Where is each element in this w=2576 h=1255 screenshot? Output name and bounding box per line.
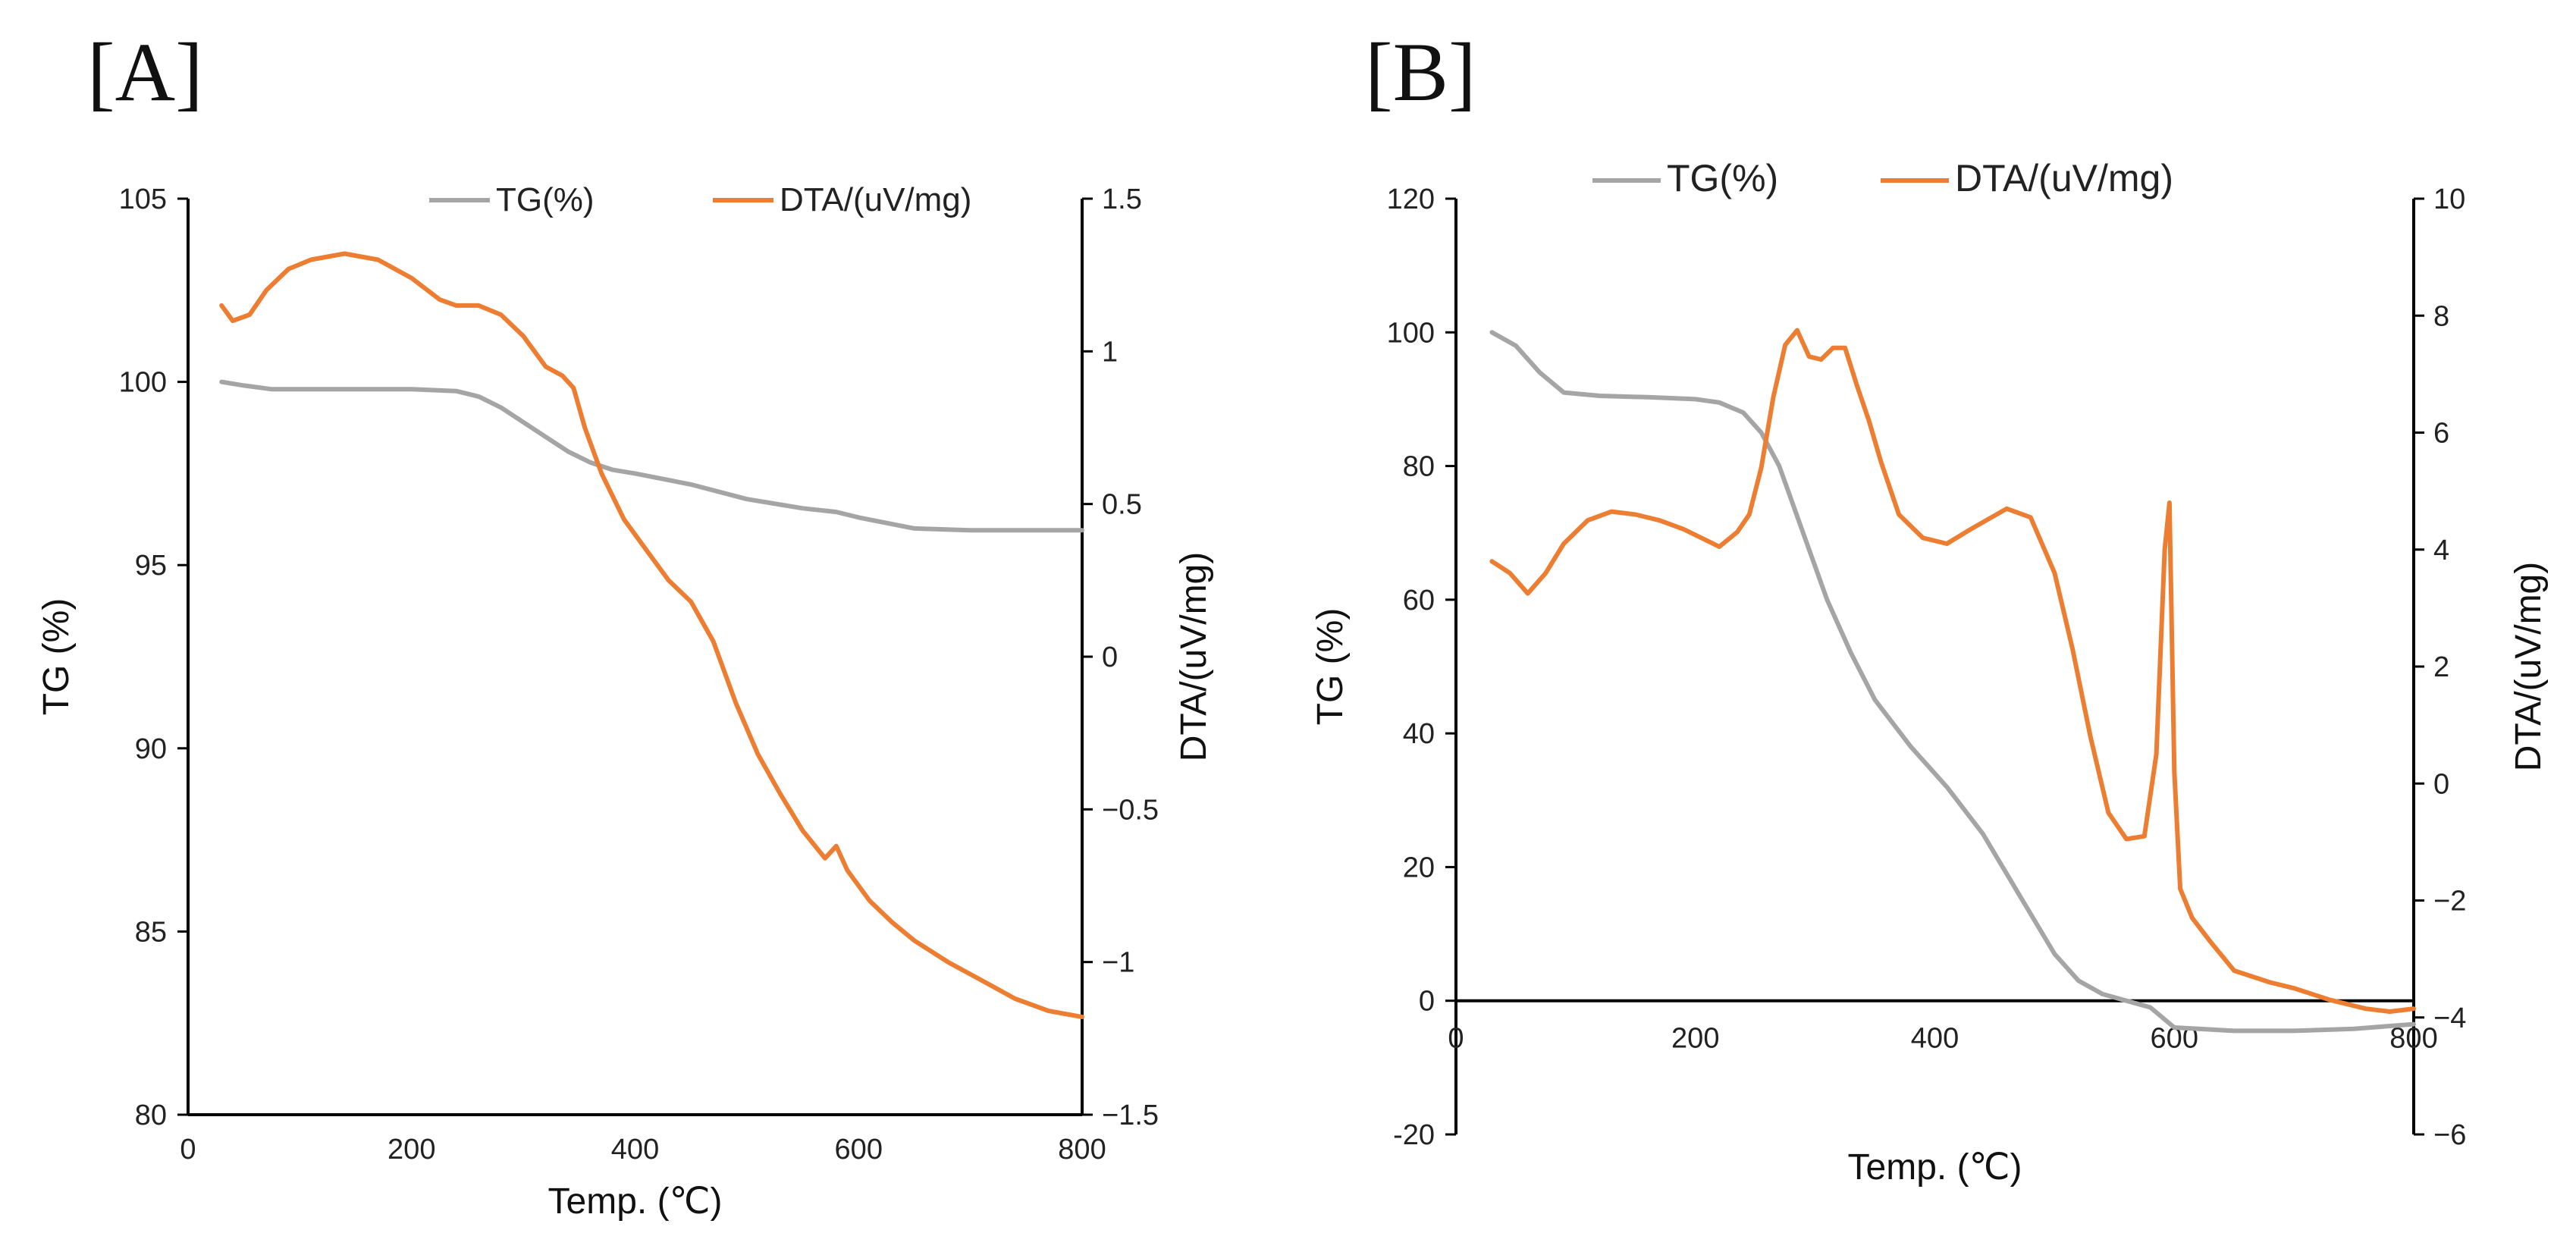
a-left-tick-label: 105: [119, 184, 167, 215]
b-right-tick-label: −4: [2433, 1002, 2466, 1034]
a-right-tick-label: −1.5: [1102, 1100, 1159, 1131]
b-x-tick-label: 400: [1911, 1023, 1959, 1055]
b-right-tick-label: −6: [2433, 1119, 2466, 1151]
a-left-tick-label: 95: [135, 550, 167, 582]
panel-a-label: [A]: [87, 26, 203, 118]
b-y2-axis-title: DTA/(uV/mg): [2509, 562, 2549, 771]
b-x-axis-title: Temp. (℃): [1848, 1147, 2022, 1188]
b-legend-tg-label: TG(%): [1667, 157, 1778, 199]
b-left-tick-label: -20: [1393, 1119, 1435, 1151]
b-right-tick-label: 6: [2433, 418, 2449, 450]
b-right-tick-label: −2: [2433, 886, 2466, 918]
a-x-tick-label: 200: [387, 1134, 435, 1166]
a-x-tick-label: 800: [1058, 1134, 1106, 1166]
b-x-tick-label: 200: [1671, 1023, 1719, 1055]
a-tg-line: [219, 379, 1084, 533]
b-tg-line: [1489, 330, 2416, 1034]
a-left-tick-label: 80: [135, 1100, 167, 1131]
b-right-tick-label: 8: [2433, 300, 2449, 332]
b-x-tick-label: 800: [2389, 1023, 2437, 1055]
b-right-tick-label: 0: [2433, 768, 2449, 800]
b-y-axis-title: TG (%): [1310, 608, 1351, 726]
b-left-tick-label: 100: [1387, 317, 1435, 349]
a-right-tick-label: 1: [1102, 336, 1118, 368]
a-legend-tg-label: TG(%): [496, 181, 595, 218]
b-x-tick-label: 0: [1448, 1023, 1464, 1055]
a-x-axis-title: Temp. (℃): [548, 1181, 723, 1222]
b-left-tick-label: 60: [1403, 585, 1435, 617]
b-left-tick-label: 80: [1403, 451, 1435, 483]
a-y-axis-title: TG (%): [36, 598, 77, 716]
a-x-tick-label: 400: [611, 1134, 659, 1166]
a-right-tick-label: −1: [1102, 947, 1134, 979]
b-left-tick-label: 0: [1419, 986, 1435, 1018]
b-legend-dta-label: DTA/(uV/mg): [1955, 157, 2173, 199]
b-left-tick-label: 20: [1403, 852, 1435, 883]
a-right-tick-label: −0.5: [1102, 794, 1159, 826]
b-right-tick-label: 10: [2433, 184, 2465, 215]
a-x-tick-label: 0: [180, 1134, 196, 1166]
b-right-tick-label: 2: [2433, 651, 2449, 683]
a-x-tick-label: 600: [835, 1134, 883, 1166]
a-y2-axis-title: DTA/(uV/mg): [1174, 552, 1214, 761]
a-dta-line: [219, 251, 1084, 1020]
a-legend-dta-label: DTA/(uV/mg): [780, 181, 971, 218]
a-right-tick-label: 1.5: [1102, 184, 1142, 215]
a-right-tick-label: 0: [1102, 642, 1118, 673]
b-dta-line: [1489, 328, 2416, 1014]
a-left-tick-label: 85: [135, 916, 167, 948]
b-left-tick-label: 40: [1403, 718, 1435, 750]
a-left-tick-label: 90: [135, 733, 167, 765]
a-left-tick-label: 100: [119, 367, 167, 399]
b-right-tick-label: 4: [2433, 535, 2449, 566]
a-right-tick-label: 0.5: [1102, 489, 1142, 521]
panel-b-label: [B]: [1365, 26, 1476, 118]
b-left-tick-label: 120: [1387, 184, 1435, 215]
